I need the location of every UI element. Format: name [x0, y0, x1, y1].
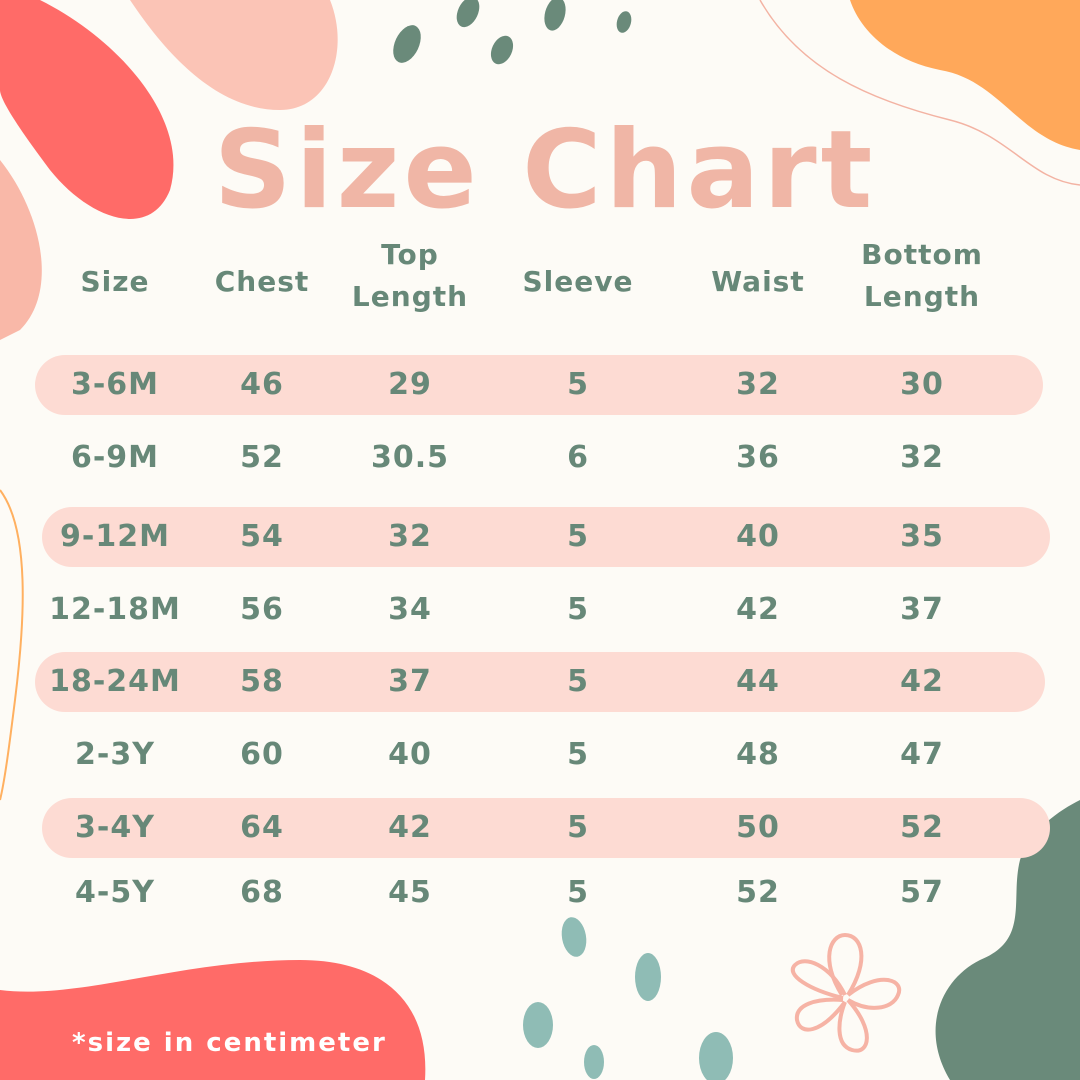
header-cell: Sleeve — [522, 265, 634, 298]
row-highlight — [35, 355, 1043, 415]
table-cell: 36 — [736, 440, 780, 475]
flower — [790, 932, 902, 1053]
table-cell: 40 — [388, 737, 432, 772]
row-highlight — [42, 798, 1050, 858]
header-cell: Waist — [711, 265, 805, 298]
table-cell: 12-18M — [49, 592, 181, 627]
table-cell: 5 — [567, 519, 589, 554]
header-cell: Chest — [214, 265, 310, 298]
header-cell: Size — [80, 265, 150, 298]
table-cell: 9-12M — [60, 519, 170, 554]
table-cell: 18-24M — [49, 664, 181, 699]
table-cell: 5 — [567, 875, 589, 910]
blob — [130, 0, 338, 110]
blob — [0, 960, 426, 1080]
table-cell: 40 — [736, 519, 780, 554]
table-cell: 34 — [388, 592, 432, 627]
table-cell: 32 — [388, 519, 432, 554]
row-highlight — [35, 652, 1045, 712]
table-cell: 30 — [900, 367, 944, 402]
header-cell: Top Length — [351, 238, 469, 313]
table-cell: 35 — [900, 519, 944, 554]
table-cell: 5 — [567, 592, 589, 627]
table-cell: 54 — [240, 519, 284, 554]
table-cell: 64 — [240, 810, 284, 845]
table-cell: 6 — [567, 440, 589, 475]
table-cell: 48 — [736, 737, 780, 772]
table-cell: 52 — [900, 810, 944, 845]
table-cell: 4-5Y — [75, 875, 155, 910]
table-cell: 5 — [567, 664, 589, 699]
footnote: *size in centimeter — [72, 1028, 387, 1058]
table-cell: 3-6M — [70, 367, 160, 402]
dots — [523, 917, 733, 1080]
row-highlight — [42, 507, 1050, 567]
table-cell: 42 — [388, 810, 432, 845]
table-cell: 32 — [900, 440, 944, 475]
table-cell: 32 — [736, 367, 780, 402]
table-cell: 5 — [567, 737, 589, 772]
table-cell: 2-3Y — [75, 737, 155, 772]
table-cell: 47 — [900, 737, 944, 772]
table-cell: 37 — [388, 664, 432, 699]
table-cell: 57 — [900, 875, 944, 910]
table-cell: 30.5 — [370, 440, 450, 475]
table-cell: 58 — [240, 664, 284, 699]
table-cell: 3-4Y — [75, 810, 155, 845]
table-cell: 52 — [736, 875, 780, 910]
blob — [935, 800, 1080, 1080]
table-cell: 6-9M — [70, 440, 160, 475]
header-cell: Bottom Length — [861, 238, 983, 313]
table-cell: 5 — [567, 367, 589, 402]
table-cell: 50 — [736, 810, 780, 845]
curve — [759, 0, 1080, 186]
table-cell: 44 — [736, 664, 780, 699]
table-cell: 45 — [388, 875, 432, 910]
blob — [850, 0, 1080, 150]
table-cell: 56 — [240, 592, 284, 627]
table-cell: 42 — [736, 592, 780, 627]
blob — [0, 0, 174, 219]
title: Size Chart — [213, 108, 877, 233]
table-cell: 5 — [567, 810, 589, 845]
table-cell: 68 — [240, 875, 284, 910]
dots — [393, 0, 632, 65]
table-cell: 52 — [240, 440, 284, 475]
table-cell: 37 — [900, 592, 944, 627]
blob — [0, 160, 42, 340]
table-cell: 46 — [240, 367, 284, 402]
table-cell: 29 — [388, 367, 432, 402]
table-cell: 60 — [240, 737, 284, 772]
curve — [0, 489, 24, 801]
table-cell: 42 — [900, 664, 944, 699]
